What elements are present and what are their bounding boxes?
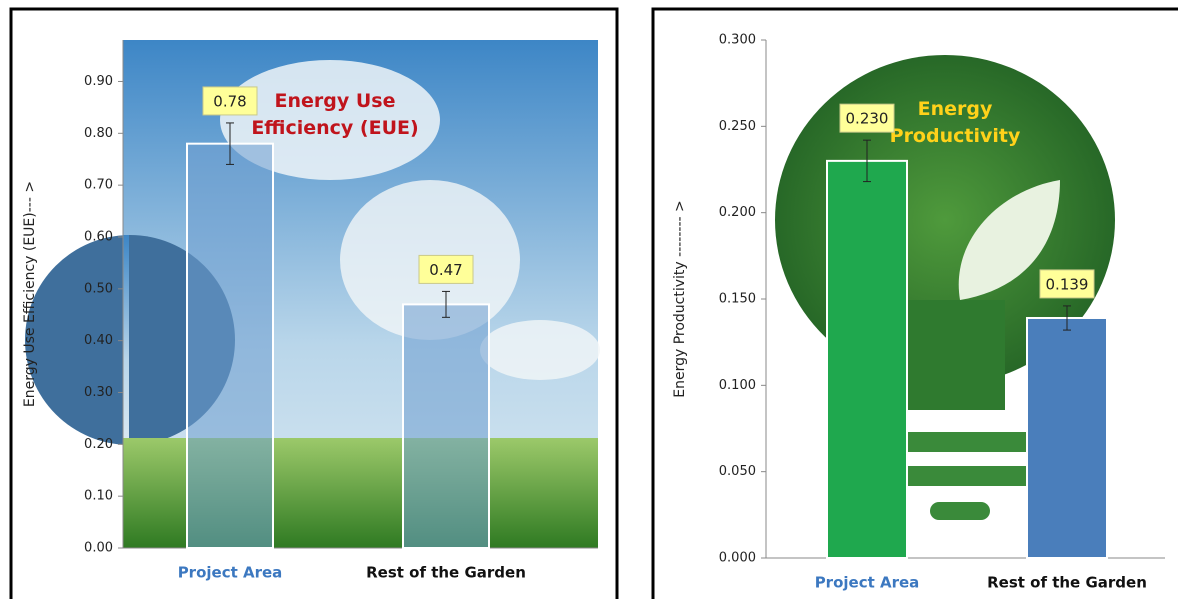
bar — [1027, 318, 1107, 558]
y-tick-label: 0.90 — [84, 74, 113, 89]
y-tick-label: 0.150 — [719, 292, 756, 307]
value-label: 0.47 — [429, 261, 462, 279]
value-label: 0.139 — [1046, 275, 1089, 293]
y-tick-label: 0.30 — [84, 385, 113, 400]
y-tick-label: 0.50 — [84, 281, 113, 296]
y-tick-label: 0.20 — [84, 437, 113, 452]
y-tick-label: 0.80 — [84, 126, 113, 141]
y-tick-label: 0.60 — [84, 229, 113, 244]
value-label: 0.78 — [213, 92, 246, 110]
bar — [827, 161, 907, 558]
y-tick-label: 0.10 — [84, 489, 113, 504]
y-axis-label: Energy Productivity -------- > — [672, 200, 688, 398]
x-tick-label: Rest of the Garden — [987, 574, 1147, 592]
y-tick-label: 0.100 — [719, 378, 756, 393]
figure: 0.00 0.10 0.20 0.30 0.40 0.50 0.60 0.70 0.80 0.90… — [0, 0, 1178, 599]
value-label: 0.230 — [846, 110, 889, 128]
bar — [187, 144, 273, 548]
y-tick-label: 0.70 — [84, 178, 113, 193]
y-tick-label: 0.200 — [719, 205, 756, 220]
y-tick-label: 0.250 — [719, 119, 756, 134]
x-tick-label: Project Area — [815, 574, 920, 592]
y-tick-label: 0.40 — [84, 333, 113, 348]
y-tick-label: 0.300 — [719, 33, 756, 48]
x-tick-label: Rest of the Garden — [366, 564, 526, 582]
y-axis-label: Energy Use Efficiency (EUE)--- > — [22, 181, 38, 407]
y-tick-label: 0.000 — [719, 551, 756, 566]
bar — [403, 304, 489, 548]
chart-title: Energy Use Efficiency (EUE) — [235, 88, 435, 142]
y-tick-label: 0.00 — [84, 541, 113, 556]
y-tick-label: 0.050 — [719, 464, 756, 479]
x-tick-label: Project Area — [178, 564, 283, 582]
